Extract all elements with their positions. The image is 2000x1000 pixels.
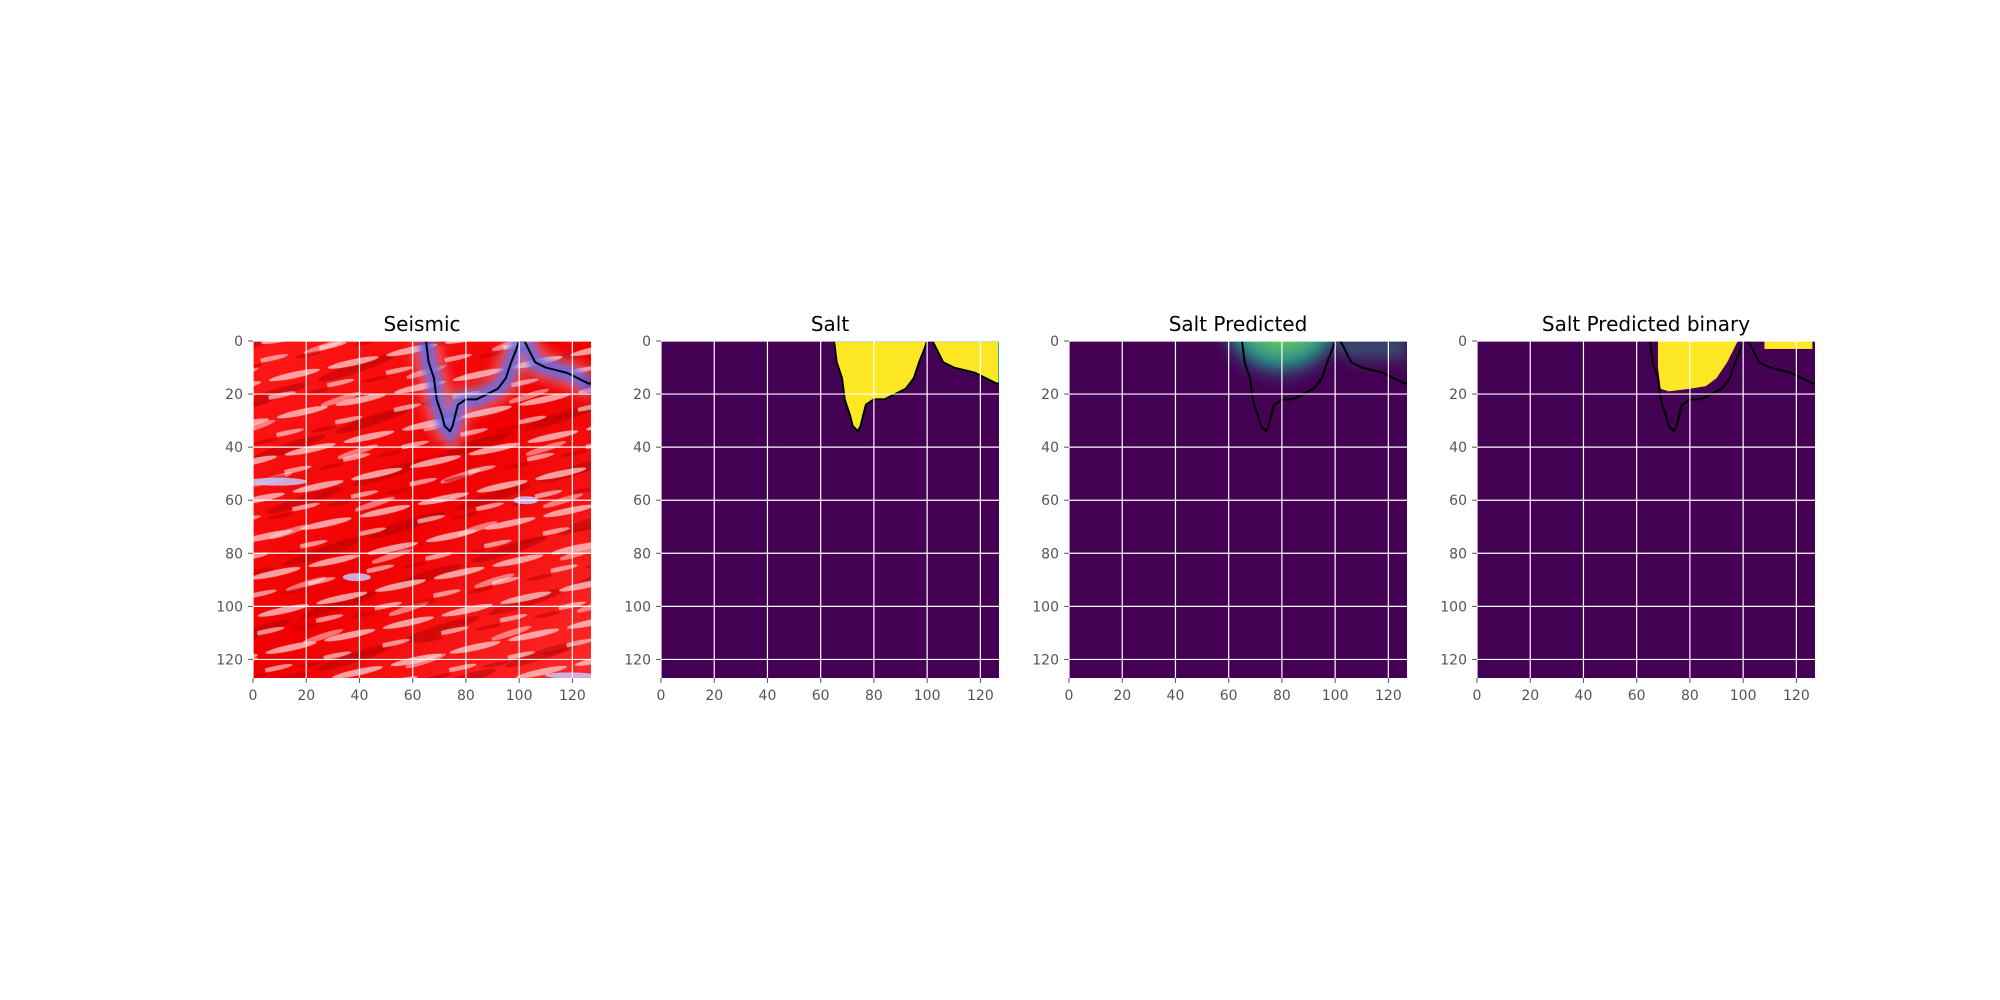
- y-tick-label: 0: [1458, 334, 1467, 350]
- seismic-blue-streak: [342, 573, 371, 582]
- binary-mask-main: [1657, 341, 1738, 392]
- panels: 0 20 40 60 80 100 120 0 20 40 60 80 100 120 Seismic 0 20…: [216, 312, 1815, 704]
- y-tick-label: 20: [1041, 387, 1059, 403]
- binary-mask-strip: [1764, 341, 1813, 349]
- seismic-blue-streak: [545, 672, 591, 678]
- panel-title: Seismic: [383, 312, 460, 336]
- y-tick-label: 100: [216, 599, 243, 615]
- x-tick-label: 80: [457, 688, 475, 704]
- background-salt-predicted-binary: [1477, 341, 1815, 678]
- x-tick-label: 60: [1628, 688, 1646, 704]
- panel-salt-predicted-binary: 0 20 40 60 80 100 120 0 20 40 60 80 100 120 Salt Predi…: [1440, 312, 1815, 704]
- y-tick-label: 0: [1050, 334, 1059, 350]
- x-tick-label: 60: [404, 688, 422, 704]
- x-tick-label: 40: [1575, 688, 1593, 704]
- y-tick-label: 120: [216, 652, 243, 668]
- x-tick-label: 20: [297, 688, 315, 704]
- y-tick-label: 100: [624, 599, 651, 615]
- y-tick-label: 80: [225, 546, 243, 562]
- x-tick-label: 20: [1521, 688, 1539, 704]
- x-tick-label: 40: [351, 688, 369, 704]
- x-tick-label: 100: [506, 688, 533, 704]
- salt-contour: [1648, 341, 1815, 433]
- y-tick-label: 20: [225, 387, 243, 403]
- seismic-streaks: [253, 341, 591, 678]
- salt-contour: [1240, 341, 1407, 433]
- y-tick-label: 60: [633, 493, 651, 509]
- y-tick-label: 20: [633, 387, 651, 403]
- y-tick-label: 120: [1440, 652, 1467, 668]
- x-tick-label: 120: [1375, 688, 1402, 704]
- y-tick-label: 40: [1449, 440, 1467, 456]
- x-tick-label: 120: [1783, 688, 1810, 704]
- y-tick-label: 60: [1041, 493, 1059, 509]
- y-tick-label: 100: [1032, 599, 1059, 615]
- x-tick-label: 100: [914, 688, 941, 704]
- y-tick-label: 40: [633, 440, 651, 456]
- y-tick-label: 100: [1440, 599, 1467, 615]
- y-tick-label: 20: [1449, 387, 1467, 403]
- x-tick-label: 0: [249, 688, 258, 704]
- x-tick-label: 80: [1681, 688, 1699, 704]
- x-tick-label: 120: [967, 688, 994, 704]
- panel-salt: 0 20 40 60 80 100 120 0 20 40 60 80 100 120 Salt: [624, 312, 999, 704]
- image-salt-predicted-binary: [1477, 341, 1815, 678]
- y-tick-label: 0: [234, 334, 243, 350]
- x-tick-label: 40: [1167, 688, 1185, 704]
- x-tick-label: 120: [559, 688, 586, 704]
- x-tick-label: 60: [812, 688, 830, 704]
- y-tick-label: 40: [1041, 440, 1059, 456]
- panel-title: Salt: [811, 312, 850, 336]
- panel-title: Salt Predicted: [1169, 312, 1308, 336]
- x-tick-label: 20: [1113, 688, 1131, 704]
- y-tick-label: 40: [225, 440, 243, 456]
- background-salt: [661, 341, 999, 678]
- panel-seismic: 0 20 40 60 80 100 120 0 20 40 60 80 100 120 Seismic: [216, 312, 591, 704]
- x-tick-label: 0: [1065, 688, 1074, 704]
- y-tick-label: 60: [225, 493, 243, 509]
- panel-title: Salt Predicted binary: [1542, 312, 1750, 336]
- y-tick-label: 60: [1449, 493, 1467, 509]
- background-salt-predicted: [1069, 341, 1407, 678]
- x-tick-label: 20: [705, 688, 723, 704]
- y-tick-label: 0: [642, 334, 651, 350]
- y-tick-label: 80: [1041, 546, 1059, 562]
- image-salt: [661, 341, 999, 678]
- image-seismic: [253, 341, 591, 678]
- image-salt-predicted: [1069, 341, 1407, 678]
- x-tick-label: 80: [1273, 688, 1291, 704]
- salt-contour: [424, 341, 591, 433]
- x-tick-label: 0: [657, 688, 666, 704]
- salt-contour: [832, 341, 999, 433]
- x-tick-label: 80: [865, 688, 883, 704]
- y-tick-label: 120: [1032, 652, 1059, 668]
- x-tick-label: 100: [1322, 688, 1349, 704]
- x-tick-label: 0: [1473, 688, 1482, 704]
- x-tick-label: 100: [1730, 688, 1757, 704]
- y-tick-label: 80: [633, 546, 651, 562]
- x-tick-label: 60: [1220, 688, 1238, 704]
- prediction-right-lobe: [1335, 341, 1407, 379]
- y-tick-label: 120: [624, 652, 651, 668]
- x-tick-label: 40: [759, 688, 777, 704]
- panel-salt-predicted: 0 20 40 60 80 100 120 0 20 40 60 80 100 120 Salt Predi…: [1032, 312, 1407, 704]
- y-tick-label: 80: [1449, 546, 1467, 562]
- seismic-blue-streak: [253, 477, 307, 486]
